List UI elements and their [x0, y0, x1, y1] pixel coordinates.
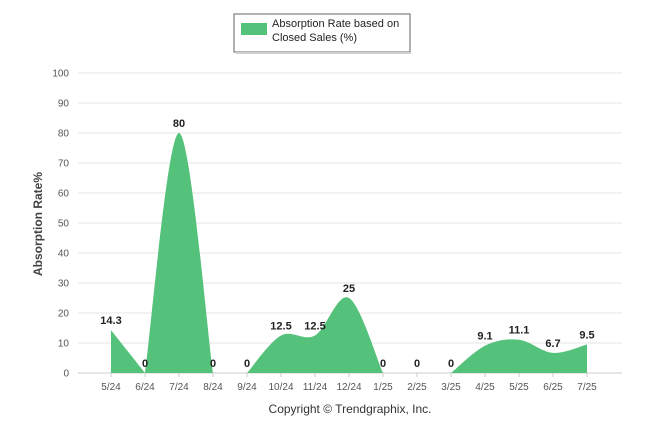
x-tick-label: 6/25 [543, 382, 563, 393]
data-label: 12.5 [270, 321, 291, 333]
y-tick-label: 0 [63, 369, 69, 380]
data-label: 25 [343, 283, 355, 295]
x-tick-label: 5/24 [101, 382, 121, 393]
y-tick-label: 40 [58, 249, 70, 260]
x-tick-label: 4/25 [475, 382, 495, 393]
y-tick-label: 30 [58, 279, 70, 290]
area-segment[interactable] [247, 297, 383, 373]
area-segment[interactable] [145, 133, 213, 373]
data-label: 0 [414, 358, 420, 370]
data-label: 0 [210, 358, 216, 370]
data-labels: 14.3 0 80 0 0 12.5 12.5 25 0 0 0 9.1 11.1 6.7 9.5 [100, 118, 594, 370]
copyright-footer: Copyright © Trendgraphix, Inc. [269, 402, 432, 416]
data-label: 0 [142, 358, 148, 370]
data-label: 12.5 [304, 321, 325, 333]
legend-label-line-1: Absorption Rate based on [272, 18, 399, 30]
x-tick-label: 10/24 [268, 382, 293, 393]
data-label: 0 [244, 358, 250, 370]
x-axis-ticks: 5/24 6/24 7/24 8/24 9/24 10/24 11/24 12/24 1/25 2… [101, 373, 597, 393]
y-axis-title: Absorption Rate% [31, 172, 45, 276]
x-tick-label: 2/25 [407, 382, 427, 393]
x-tick-label: 5/25 [509, 382, 529, 393]
data-label: 80 [173, 118, 185, 130]
area-segment[interactable] [111, 330, 145, 373]
y-tick-label: 20 [58, 309, 70, 320]
data-label: 6.7 [545, 338, 560, 350]
x-tick-label: 9/24 [237, 382, 257, 393]
x-tick-label: 1/25 [373, 382, 393, 393]
y-tick-label: 60 [58, 189, 70, 200]
x-tick-label: 12/24 [336, 382, 361, 393]
y-tick-label: 80 [58, 129, 70, 140]
y-axis-ticks: 0 10 20 30 40 50 60 70 80 90 100 [52, 69, 69, 380]
area-segment[interactable] [451, 339, 587, 373]
legend[interactable]: Absorption Rate based on Closed Sales (%… [233, 13, 411, 54]
y-tick-label: 50 [58, 219, 70, 230]
data-label: 14.3 [100, 315, 121, 327]
legend-swatch [241, 23, 267, 35]
data-label: 9.1 [477, 331, 492, 343]
data-label: 0 [380, 358, 386, 370]
y-tick-label: 100 [52, 69, 69, 80]
x-tick-label: 8/24 [203, 382, 223, 393]
series-area [111, 133, 587, 373]
data-label: 9.5 [579, 330, 594, 342]
x-tick-label: 3/25 [441, 382, 461, 393]
legend-label-line-2: Closed Sales (%) [272, 32, 357, 44]
data-label: 0 [448, 358, 454, 370]
x-tick-label: 7/25 [577, 382, 597, 393]
x-tick-label: 6/24 [135, 382, 155, 393]
x-tick-label: 7/24 [169, 382, 189, 393]
y-tick-label: 70 [58, 159, 70, 170]
data-label: 11.1 [509, 325, 530, 337]
x-tick-label: 11/24 [303, 382, 328, 393]
y-tick-label: 10 [58, 339, 70, 350]
y-tick-label: 90 [58, 99, 70, 110]
